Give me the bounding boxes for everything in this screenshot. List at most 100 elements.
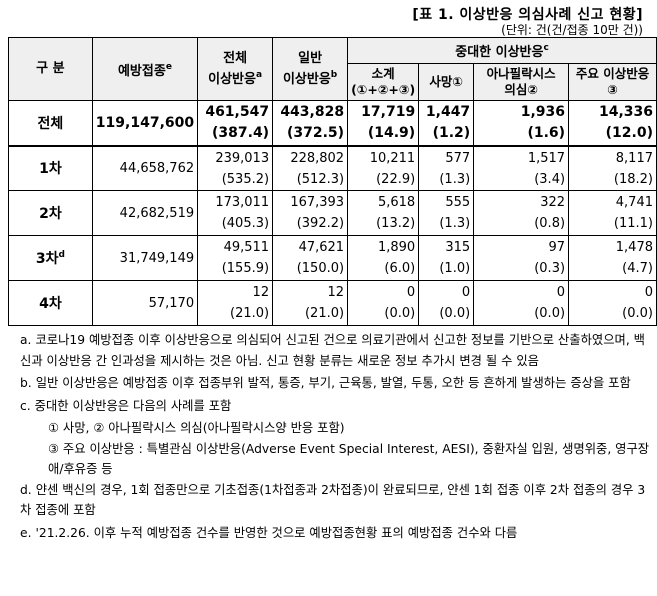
count-cell: 239,013 (535.2) [197, 145, 274, 191]
rate: (12.0) [605, 125, 653, 141]
count-cell: 555 (1.3) [418, 190, 475, 236]
count-cell: 97 (0.3) [473, 235, 570, 281]
count: 461,547 [205, 104, 270, 120]
count: 8,117 [615, 150, 653, 166]
vaccination-count: 44,658,762 [91, 145, 199, 191]
row-label: 1차 [8, 145, 93, 191]
header-text: 소계 [371, 66, 395, 81]
note-mark: d [58, 250, 65, 260]
footnote-text: 일반 이상반응은 예방접종 이후 접종부위 발적, 통증, 부기, 근육통, 발… [35, 376, 631, 390]
rate: (1.3) [439, 171, 471, 187]
footnote: b. 일반 이상반응은 예방접종 이후 접종부위 발적, 통증, 부기, 근육통,… [20, 373, 650, 394]
footnote: a. 코로나19 예방접종 이후 이상반응으로 의심되어 신고된 건으로 의료기관… [20, 330, 650, 371]
rate: (405.3) [221, 216, 270, 231]
rate: (13.2) [376, 216, 416, 231]
report-table: 구 분 예방접종e 전체 이상반응a 일반 이상반응b 중대한 이상반응c 소계 (①+②+③)… [8, 37, 657, 326]
header-text: 의심② [504, 82, 538, 97]
header-text: 주요 이상반응③ [575, 66, 650, 97]
row-label-text: 1차 [39, 161, 62, 178]
count: 315 [445, 240, 471, 255]
count-cell: 1,447 (1.2) [418, 100, 475, 147]
note-mark: a [255, 69, 263, 80]
rate: (3.4) [534, 171, 566, 187]
vaccination-count: 119,147,600 [91, 100, 199, 147]
subcolumn-header: 사망① [418, 63, 475, 101]
count-cell: 17,719 (14.9) [347, 100, 420, 147]
row-label: 3차d [8, 235, 93, 281]
rate: (0.8) [534, 216, 566, 231]
rate: (1.3) [439, 216, 471, 231]
header-row: 소계 (①+②+③) 사망① 아나필락시스 의심② 주요 이상반응③ [9, 63, 657, 101]
count-cell: 10,211 (22.9) [347, 145, 420, 191]
count-cell: 167,393 (392.2) [272, 190, 349, 236]
count-cell: 173,011 (405.3) [197, 190, 274, 236]
group-header: 중대한 이상반응c [347, 37, 657, 64]
rate: (150.0) [296, 261, 345, 276]
count-cell: 1,478 (4.7) [568, 235, 657, 281]
count-cell: 443,828 (372.5) [272, 100, 349, 147]
rate: (387.4) [212, 125, 270, 141]
rate: (1.0) [439, 261, 471, 276]
count: 10,211 [369, 150, 416, 166]
note-mark: e [165, 61, 172, 72]
note-mark: c [543, 43, 549, 53]
count: 0 [644, 285, 653, 300]
count: 49,511 [223, 240, 270, 255]
count: 1,936 [520, 104, 566, 120]
rate: (6.0) [384, 261, 416, 276]
count-cell: 49,511 (155.9) [197, 235, 274, 281]
rate: (22.9) [376, 171, 416, 187]
count: 5,618 [377, 195, 416, 210]
row-label: 2차 [8, 190, 93, 236]
subcolumn-header: 주요 이상반응③ [568, 63, 657, 101]
header-text: 이상반응 [208, 71, 256, 87]
count-cell: 0 (0.0) [568, 280, 657, 326]
header-text: (①+②+③) [351, 82, 416, 97]
count: 1,447 [425, 104, 471, 120]
footnote-label: e. [20, 525, 32, 540]
header-text: 일반 [298, 50, 323, 66]
footnote-label: b. [20, 376, 32, 390]
count: 322 [540, 195, 566, 210]
count: 0 [556, 285, 566, 300]
rate: (14.9) [367, 125, 416, 141]
footnote-label: d. [20, 482, 32, 497]
count: 0 [406, 285, 416, 300]
table-row: 전체 119,147,600 461,547 (387.4) 443,828 (372.5… [8, 100, 657, 147]
row-label: 전체 [8, 100, 93, 147]
header-text: 중대한 이상반응 [455, 45, 544, 60]
footnote-label: a. [20, 333, 32, 347]
vaccination-count: 42,682,519 [91, 190, 199, 236]
rate: (18.2) [613, 171, 653, 187]
subcolumn-header: 아나필락시스 의심② [473, 63, 570, 101]
footnote-text: '21.2.26. 이후 누적 예방접종 건수를 반영한 것으로 예방접종현황 … [35, 525, 518, 540]
note-mark: b [330, 69, 338, 80]
count: 47,621 [298, 240, 345, 255]
count-cell: 228,802 (512.3) [272, 145, 349, 191]
count: 1,517 [527, 150, 566, 166]
rate: (0.0) [384, 306, 416, 321]
count: 0 [461, 285, 471, 300]
footnote-text: 코로나19 예방접종 이후 이상반응으로 의심되어 신고된 건으로 의료기관에서… [20, 333, 645, 368]
table-row: 2차 42,682,519 173,011 (405.3) 167,393 (392.2)… [8, 190, 657, 236]
count: 14,336 [598, 104, 653, 120]
rate: (21.0) [230, 306, 270, 321]
footnote-item: ③ 주요 이상반응 : 특별관심 이상반응(Adverse Event Spec… [48, 441, 650, 477]
row-label-text: 2차 [39, 206, 62, 222]
rate: (1.6) [527, 125, 566, 141]
rate: (0.0) [622, 306, 653, 321]
count-cell: 577 (1.3) [418, 145, 475, 191]
footnotes: a. 코로나19 예방접종 이후 이상반응으로 의심되어 신고된 건으로 의료기관… [20, 330, 650, 545]
count: 555 [445, 195, 471, 210]
count: 4,741 [615, 195, 653, 210]
rate: (11.1) [613, 216, 653, 231]
header-text: 이상반응 [282, 71, 331, 87]
rate: (372.5) [286, 125, 345, 141]
count-cell: 8,117 (18.2) [568, 145, 657, 191]
footnote: c. 중대한 이상반응은 다음의 사례를 포함 [20, 396, 650, 417]
count: 1,890 [377, 240, 416, 255]
rate: (0.0) [534, 306, 566, 321]
count-cell: 12 (21.0) [197, 280, 274, 326]
footnote-text: 얀센 백신의 경우, 1회 접종만으로 기초접종(1차접종과 2차접종)이 완료… [20, 482, 646, 518]
